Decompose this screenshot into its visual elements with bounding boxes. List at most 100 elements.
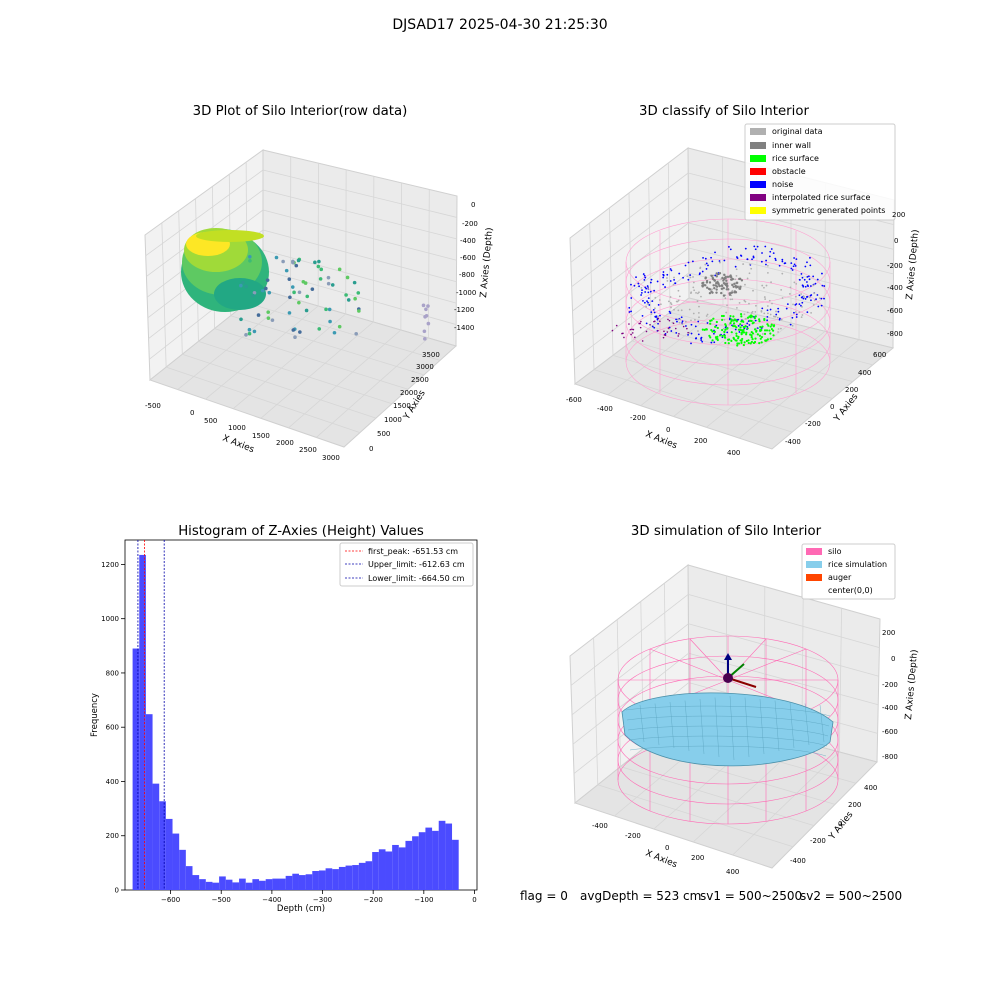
scatter-point xyxy=(337,267,342,272)
scatter-point xyxy=(345,275,350,280)
noise-point xyxy=(673,279,675,281)
noise-point xyxy=(646,285,649,287)
noise-point xyxy=(702,256,704,259)
classified-point xyxy=(792,303,794,306)
noise-point xyxy=(812,275,815,278)
classified-point xyxy=(734,284,737,288)
noise-point xyxy=(690,323,693,326)
noise-point xyxy=(630,283,632,286)
classified-point xyxy=(801,305,803,308)
scatter-point xyxy=(247,327,252,332)
classified-point xyxy=(731,298,734,301)
scatter-point xyxy=(423,337,427,341)
classified-point xyxy=(768,329,771,332)
classified-point xyxy=(721,334,724,338)
classified-point xyxy=(721,318,724,321)
classified-point xyxy=(743,341,746,344)
noise-point xyxy=(817,305,820,308)
noise-point xyxy=(809,285,812,287)
plot1-ytick: 2000 xyxy=(400,389,418,397)
classified-point xyxy=(810,311,813,314)
classified-point xyxy=(763,318,766,322)
classified-point xyxy=(750,267,753,270)
noise-point xyxy=(649,281,652,284)
classified-point xyxy=(748,263,751,266)
noise-point xyxy=(653,289,656,292)
x-tick-label: −500 xyxy=(212,896,231,904)
classified-point xyxy=(654,296,657,299)
classified-point xyxy=(705,279,709,283)
scatter-point xyxy=(313,260,317,265)
scatter-point xyxy=(353,296,357,301)
noise-point xyxy=(695,337,698,339)
classified-point xyxy=(738,287,742,290)
plot1-ytick: 500 xyxy=(377,430,390,438)
noise-point xyxy=(654,315,657,318)
plot1-zlabel: Z Axies (Depth) xyxy=(479,227,495,298)
noise-point xyxy=(700,339,703,341)
scatter-point xyxy=(318,277,323,281)
noise-point xyxy=(809,264,812,267)
noise-point xyxy=(651,325,654,328)
noise-point xyxy=(795,303,798,305)
plot3-bars xyxy=(132,554,459,890)
classified-point xyxy=(759,337,762,340)
scatter-point xyxy=(324,307,328,312)
classified-point xyxy=(724,341,727,345)
x-tick-label: 0 xyxy=(472,896,476,904)
scatter-point xyxy=(247,331,252,336)
classified-point xyxy=(692,286,695,289)
scatter-point xyxy=(292,290,296,295)
classified-point xyxy=(767,312,769,315)
noise-point xyxy=(768,255,771,258)
histogram-bar xyxy=(432,830,439,890)
noise-point xyxy=(641,289,643,292)
classified-point xyxy=(731,283,734,287)
classified-point xyxy=(720,314,724,318)
classified-point xyxy=(677,335,680,337)
noise-point xyxy=(669,312,672,314)
histogram-bar xyxy=(365,861,373,890)
plot4-legend: silo rice simulation auger center(0,0) xyxy=(801,543,896,600)
classified-point xyxy=(776,316,779,319)
y-tick-label: 400 xyxy=(106,778,119,786)
scatter-point xyxy=(330,283,335,287)
noise-point xyxy=(669,268,672,270)
plot1-xtick: 1000 xyxy=(228,424,246,432)
classified-point xyxy=(753,328,757,331)
classified-point xyxy=(759,325,762,329)
classified-point xyxy=(742,328,745,331)
classified-point xyxy=(735,320,738,323)
classified-point xyxy=(788,293,791,295)
classified-point xyxy=(735,307,738,309)
noise-point xyxy=(808,278,811,281)
classified-point xyxy=(754,311,757,313)
plot1-xtick: 2000 xyxy=(276,439,294,447)
classified-point xyxy=(712,317,715,320)
histogram-bar xyxy=(312,871,319,890)
classified-point xyxy=(715,281,718,285)
scatter-point xyxy=(328,319,332,324)
classified-point xyxy=(765,284,768,287)
classified-point xyxy=(697,312,700,314)
classified-point xyxy=(769,332,772,335)
noise-point xyxy=(645,287,648,290)
classified-point xyxy=(657,315,659,318)
scatter-point xyxy=(264,286,268,291)
histogram-bar xyxy=(245,882,253,890)
scatter-point xyxy=(244,284,249,289)
scatter-point xyxy=(327,307,332,312)
histogram-bar xyxy=(219,876,226,890)
classified-point xyxy=(730,291,733,295)
noise-point xyxy=(670,269,673,272)
histogram-bar xyxy=(279,878,286,890)
plot2-xtick: 200 xyxy=(694,437,707,445)
noise-point xyxy=(772,252,775,255)
classified-point xyxy=(699,267,702,270)
classified-point xyxy=(734,339,737,342)
classified-point xyxy=(672,322,675,325)
noise-point xyxy=(754,248,757,251)
noise-point xyxy=(794,265,797,267)
classified-point xyxy=(666,277,668,279)
scatter-point xyxy=(317,327,322,331)
